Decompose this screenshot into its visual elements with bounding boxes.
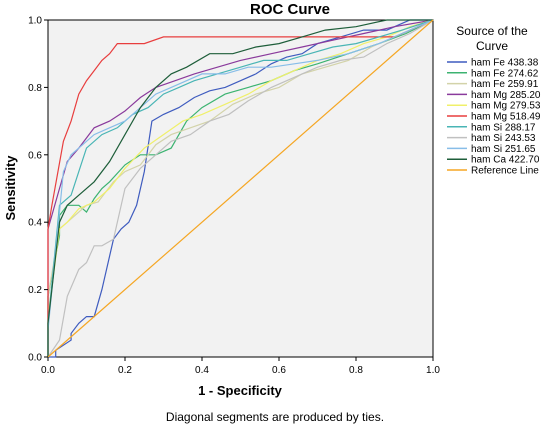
x-tick-label: 0.4 — [195, 365, 209, 376]
legend-label: ham Si 251.65 — [471, 144, 536, 155]
y-axis-label: Sensitivity — [3, 155, 18, 221]
series-line-ham-mg-518-49 — [47, 19, 434, 357]
x-axis-label: 1 - Specificity — [198, 383, 283, 398]
chart-title: ROC Curve — [250, 1, 330, 18]
footnote: Diagonal segments are produced by ties. — [166, 410, 384, 424]
x-tick-label: 0.2 — [118, 365, 132, 376]
x-tick-label: 0.0 — [41, 365, 55, 376]
y-tick-label: 0.8 — [28, 83, 42, 94]
y-tick-label: 0.2 — [28, 285, 42, 296]
legend-title-line2: Curve — [476, 39, 508, 53]
legend-label: ham Si 243.53 — [471, 133, 536, 144]
legend-label: ham Fe 274.62 — [471, 68, 539, 79]
series-layer — [47, 19, 434, 358]
y-tick-label: 0.4 — [28, 218, 42, 229]
series-line-ham-ca-422-70 — [47, 19, 433, 357]
tick-layer: 0.0 0.2 0.4 0.6 0.8 1.0 0.0 0.2 0.4 0.6 0.8 1.0 — [28, 16, 440, 377]
legend-label: ham Mg 518.49 — [471, 112, 541, 123]
y-tick-label: 1.0 — [28, 16, 42, 27]
series-line-ham-si-243-53 — [47, 19, 434, 358]
x-tick-label: 0.8 — [349, 365, 363, 376]
y-tick-label: 0.0 — [28, 353, 42, 364]
series-line-ham-fe-259-91 — [47, 19, 434, 357]
series-line-ham-si-288-17 — [47, 19, 434, 357]
series-line-ham-mg-279-53 — [47, 19, 434, 357]
series-line-reference-line — [47, 19, 434, 358]
legend-label: ham Mg 279.53 — [471, 101, 541, 112]
legend-label: Reference Line — [471, 166, 539, 177]
y-tick-label: 0.6 — [28, 150, 42, 161]
legend-label: ham Fe 438.38 — [471, 58, 539, 69]
legend-label: ham Si 288.17 — [471, 122, 536, 133]
legend-title-line1: Source of the — [456, 24, 528, 38]
legend-label: ham Mg 285.20 — [471, 90, 541, 101]
series-line-ham-si-251-65 — [47, 19, 434, 357]
x-tick-label: 1.0 — [426, 365, 440, 376]
legend-label: ham Fe 259.91 — [471, 79, 539, 90]
legend-label: ham Ca 422.70 — [471, 155, 540, 166]
x-tick-label: 0.6 — [272, 365, 286, 376]
